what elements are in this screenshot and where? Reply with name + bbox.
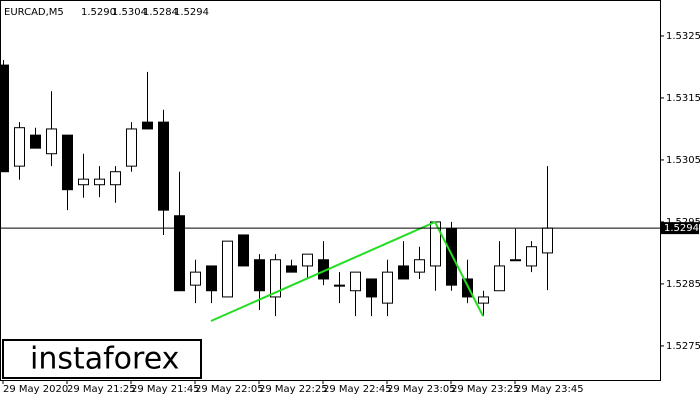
x-tick-label: 29 May 22:05 (195, 384, 264, 395)
candle-body (0, 64, 9, 173)
candle-body (414, 259, 425, 273)
candle-body (334, 284, 345, 287)
ohlc-open: 1.5290 (81, 7, 116, 18)
x-tick-label: 29 May 21:45 (131, 384, 200, 395)
candle-body (366, 278, 377, 298)
y-tick-label: 1.5315 (666, 93, 700, 104)
candle-body (238, 234, 249, 267)
candle-body (222, 240, 233, 298)
ohlc-close: 1.5294 (174, 7, 209, 18)
x-tick-label: 29 May 22:25 (259, 384, 328, 395)
last-price-box (661, 222, 699, 235)
ohlc-low: 1.5284 (143, 7, 178, 18)
candle-body (142, 121, 153, 130)
marks (0, 60, 553, 317)
candle-body (126, 128, 137, 167)
candle-body (78, 178, 89, 186)
candle-body (382, 271, 393, 304)
candle-body (478, 296, 489, 304)
pattern-line (210, 220, 484, 322)
candle-body (254, 259, 265, 292)
candle-body (30, 134, 41, 149)
candle-body (350, 271, 361, 292)
x-tick-label: 29 May 22:45 (323, 384, 392, 395)
candle-body (542, 227, 553, 254)
symbol: EURCAD,M5 (4, 7, 64, 18)
x-tick-label: 29 May 2020 (3, 384, 68, 395)
candle-body (398, 265, 409, 280)
candle-body (286, 265, 297, 273)
last-price-label: 1.5294 (664, 223, 699, 234)
candle-body (174, 215, 185, 292)
candle-body (446, 228, 457, 286)
x-tick-label: 29 May 23:45 (515, 384, 584, 395)
candle-body (94, 178, 105, 186)
watermark-box (2, 339, 202, 379)
ohlc-high: 1.5304 (112, 7, 147, 18)
candle-body (110, 171, 121, 186)
candle-body (46, 128, 57, 155)
y-tick-label: 1.5275 (666, 341, 700, 352)
candle-body (302, 253, 313, 267)
y-tick-label: 1.5305 (666, 155, 700, 166)
x-tick-label: 29 May 21:25 (67, 384, 136, 395)
candle-body (62, 134, 73, 191)
x-tick-label: 29 May 23:05 (387, 384, 456, 395)
y-tick-label: 1.5285 (666, 279, 700, 290)
candle-body (14, 127, 25, 167)
candle-body (270, 259, 281, 298)
plot-frame (0, 0, 661, 381)
candle-body (190, 271, 201, 286)
x-tick-label: 29 May 23:25 (451, 384, 520, 395)
candle-body (526, 246, 537, 267)
candle-body (494, 265, 505, 292)
y-tick-label: 1.5325 (666, 31, 700, 42)
candle-body (158, 121, 169, 211)
candle-body (462, 278, 473, 298)
candle-body (510, 259, 521, 262)
watermark: instaforex (30, 342, 179, 377)
candle-body (206, 265, 217, 292)
